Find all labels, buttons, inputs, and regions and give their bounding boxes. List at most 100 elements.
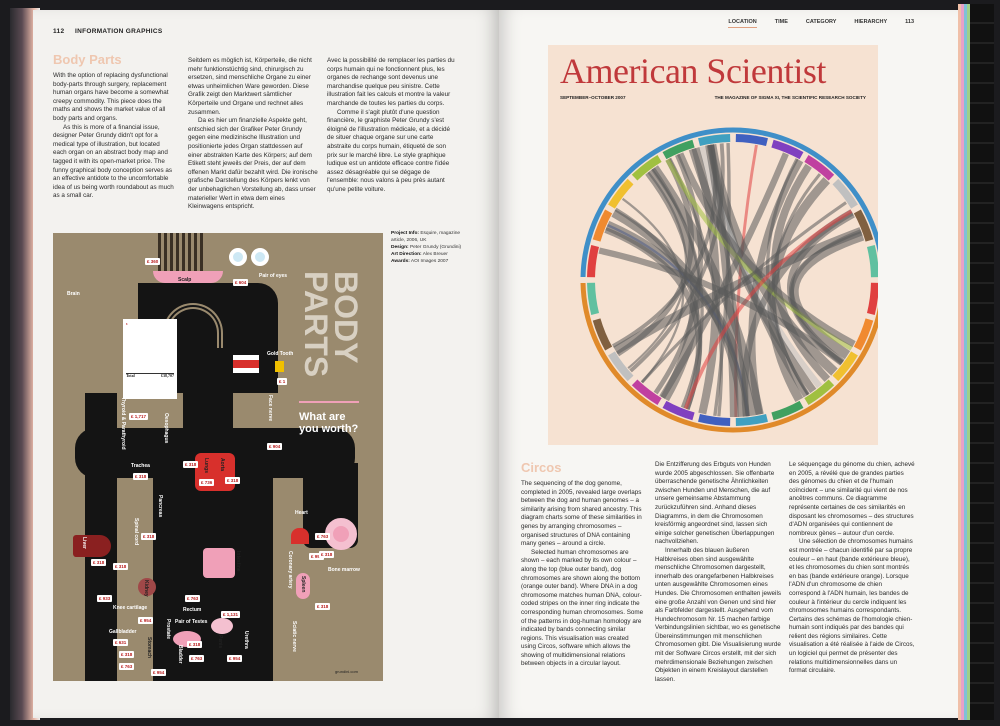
page-tab-strip: [961, 4, 964, 720]
german-text: Die Entzifferung des Erbguts von Hunden …: [655, 461, 781, 684]
pound-icon: £: [126, 322, 128, 326]
info-label: Art Direction:: [391, 252, 422, 257]
label-coronary-artery: Coronary artery: [287, 551, 293, 589]
testes-icon: [211, 618, 233, 634]
magazine-tagline: THE MAGAZINE OF SIGMA XI, THE SCIENTIFIC…: [714, 95, 866, 100]
section-title: Circos: [521, 460, 562, 475]
label-gold-tooth: Gold Tooth: [267, 351, 294, 357]
eye-icon: [251, 248, 269, 266]
price-tag: £ 318: [183, 461, 199, 468]
label-spleen: Spleen: [300, 576, 306, 593]
homology-chord: [665, 158, 853, 351]
nav-location[interactable]: LOCATION: [728, 19, 757, 28]
poster-credit: grundini.com: [335, 669, 358, 674]
paragraph: Une sélection de chromosomes humains est…: [789, 538, 915, 675]
paragraph: Da es hier um finanzielle Aspekte geht, …: [188, 117, 318, 211]
price-tag: £ 1,717: [129, 413, 149, 420]
page-tab-strip: [967, 4, 970, 720]
chromosome-segment: [592, 318, 613, 351]
paragraph: Innerhalb des blauen äußeren Halbkreises…: [655, 546, 782, 683]
chromosome-segment: [735, 413, 768, 426]
chromosome-segment: [832, 351, 858, 382]
label-liver: Liver: [81, 537, 87, 549]
chromosome-segment: [832, 178, 858, 209]
label-bone-marrow: Bone marrow: [328, 567, 360, 573]
price-tag: £ 933: [97, 595, 113, 602]
label-urethra: Urethra: [243, 631, 249, 649]
chromosome-segment: [698, 413, 731, 426]
german-text: Seitdem es möglich ist, Körperteile, die…: [188, 57, 318, 212]
price-tag: £ 954: [309, 553, 325, 560]
masthead: American Scientist: [560, 51, 826, 91]
magazine-cover: American Scientist SEPTEMBER–OCTOBER 200…: [548, 45, 878, 445]
chromosome-segment: [592, 209, 613, 242]
price-tag: £ 360: [145, 258, 161, 265]
label-heart: Heart: [295, 510, 308, 516]
price-tag: £ 954: [138, 617, 154, 624]
label-gallbladder: Gallbladder: [109, 629, 137, 635]
homology-chord: [683, 209, 853, 410]
chromosome-segment: [587, 282, 600, 315]
project-info: Project Info: Esquire, magazine article,…: [391, 230, 471, 265]
book-edge-right: [958, 4, 994, 720]
total-value: £38,707: [161, 372, 174, 378]
price-tag: £ 318: [119, 651, 135, 658]
price-tag: £ 763: [119, 663, 135, 670]
price-tag: £ 318: [319, 551, 335, 558]
label-spinal-cord: Spinal cord: [133, 518, 139, 546]
intestine-icon: [203, 548, 235, 578]
page-number-left: 112: [53, 28, 65, 35]
info-label: Project Info:: [391, 231, 419, 236]
paragraph: Le séquençage du génome du chien, achevé…: [789, 461, 915, 537]
label-rectum: Rectum: [183, 607, 202, 613]
teeth-icon: [233, 355, 259, 373]
info-value: Peter Grundy (Grundini): [409, 245, 462, 250]
chromosome-segment: [662, 139, 695, 160]
price-tag: £ 631: [113, 639, 129, 646]
price-tag: £ 318: [187, 641, 203, 648]
hair-shape: [158, 233, 206, 273]
total-label: Total: [126, 372, 135, 378]
homology-chord: [611, 209, 747, 417]
price-tag: £ 1,131: [221, 611, 241, 618]
page-tab-strip: [958, 4, 961, 720]
homology-chord: [677, 152, 856, 348]
label-knee-cartilage: Knee cartilage: [113, 605, 148, 611]
nav-time[interactable]: TIME: [774, 19, 788, 25]
price-tag: £ 736: [199, 479, 215, 486]
label-thyroid: Thyroid & Parathyroid: [120, 397, 126, 450]
label-penis: Penis: [217, 635, 223, 649]
heart-icon: [291, 528, 309, 544]
chromosome-segment: [853, 209, 874, 242]
paragraph: Selected human chromosomes are shown – e…: [521, 548, 644, 668]
kidney-icon: [138, 578, 156, 596]
info-value: AOI Images 2007: [410, 259, 449, 264]
right-page: LOCATION TIME CATEGORY HIERARCHY 113 Ame…: [499, 10, 958, 718]
chromosome-segment: [804, 379, 835, 405]
label-stomach: Stomach: [146, 637, 152, 659]
homology-chord: [748, 158, 804, 416]
label-aorta: Aorta: [219, 458, 225, 472]
section-nav: LOCATION TIME CATEGORY HIERARCHY 113: [728, 19, 914, 28]
spleen-icon: [296, 573, 310, 599]
homology-chord: [771, 163, 831, 382]
paragraph: Die Entzifferung des Erbguts von Hunden …: [655, 461, 775, 546]
brain-price-table: £ Total £38,707: [123, 319, 177, 399]
page-number-right: 113: [905, 19, 914, 25]
divider: [299, 401, 359, 403]
paragraph: The sequencing of the dog genome, comple…: [521, 480, 642, 548]
nav-category[interactable]: CATEGORY: [805, 19, 837, 25]
liver-icon: [73, 535, 111, 557]
label-intestine: Intestine: [235, 551, 241, 572]
paragraph: Avec la possibilité de remplacer les par…: [327, 57, 455, 107]
label-pancreas: Pancreas: [157, 495, 163, 518]
nav-hierarchy[interactable]: HIERARCHY: [854, 19, 888, 25]
label-lungs: Lungs: [203, 458, 209, 473]
dog-band: [580, 282, 878, 433]
price-tag: £ 318: [315, 603, 331, 610]
label-scalp: Scalp: [178, 277, 192, 283]
french-text: Le séquençage du génome du chien, achevé…: [789, 461, 915, 676]
homology-chord: [640, 201, 847, 384]
chromosome-segment: [735, 134, 768, 147]
label-bladder: Bladder: [177, 645, 183, 664]
